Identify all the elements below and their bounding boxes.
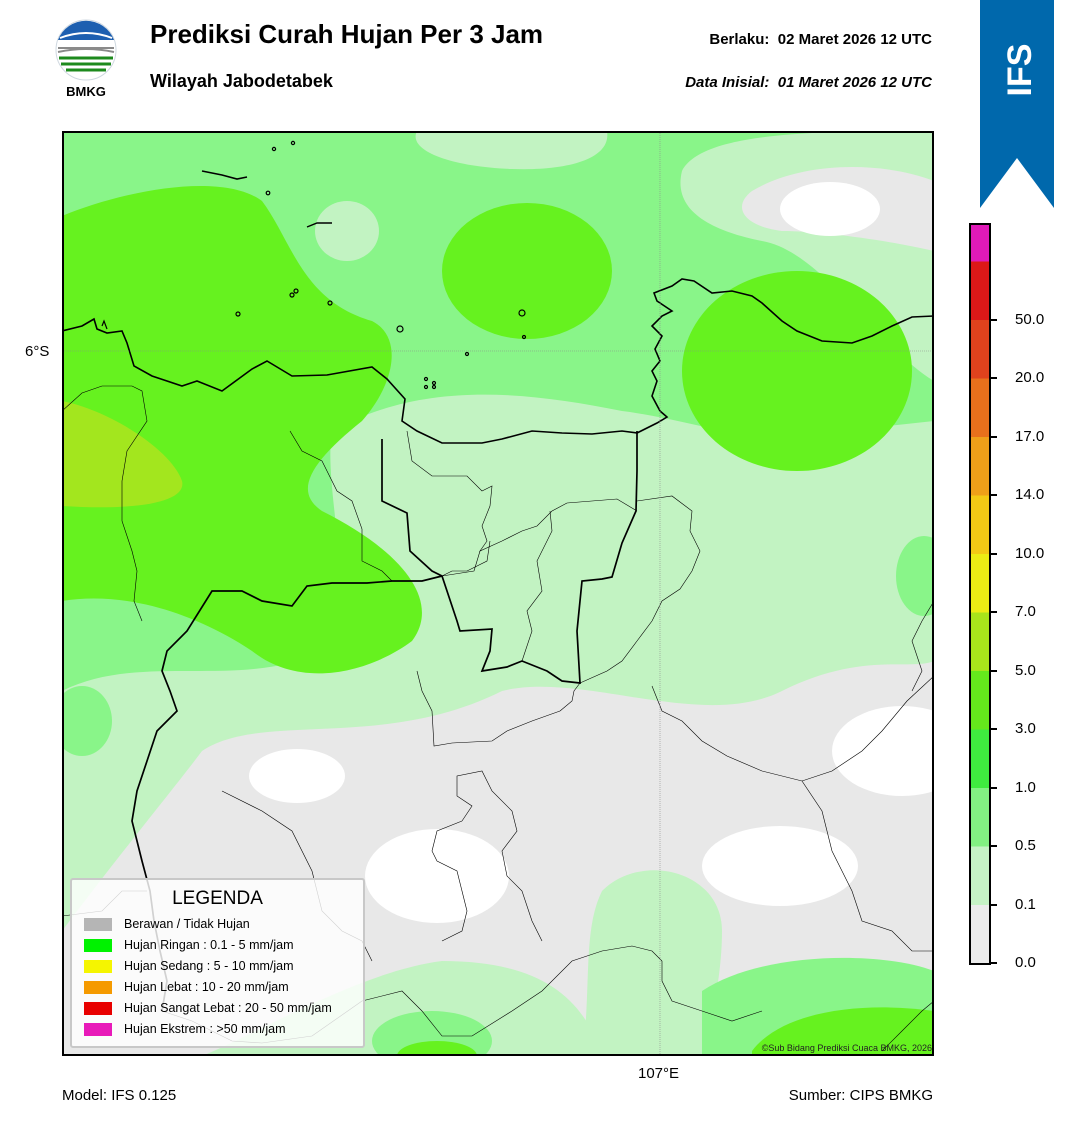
legend-label: Hujan Ringan : 0.1 - 5 mm/jam	[124, 938, 294, 952]
legend-swatch	[84, 917, 112, 931]
colorbar-segment	[969, 787, 991, 847]
colorbar-tick	[991, 318, 997, 321]
colorbar-tick	[991, 728, 997, 730]
rainfall-map	[62, 131, 934, 1056]
legend-swatch	[84, 959, 112, 973]
bmkg-logo-icon	[55, 19, 117, 81]
colorbar-segment	[969, 670, 991, 730]
colorbar-tick-label: 50.0	[1015, 310, 1045, 328]
colorbar-tick-label: 7.0	[1015, 603, 1036, 620]
page-subtitle: Wilayah Jabodetabek	[150, 71, 333, 91]
colorbar-tick	[991, 494, 997, 496]
legend-item: Hujan Sangat Lebat : 20 - 50 mm/jam	[84, 1000, 332, 1016]
field-white-5	[832, 706, 934, 796]
field-bright-east	[682, 271, 912, 471]
colorbar-segment	[969, 436, 991, 496]
legend-swatch	[84, 938, 112, 952]
legend-swatch	[84, 1001, 112, 1015]
colorbar-segment	[969, 378, 991, 437]
field-bright-west	[62, 185, 422, 674]
colorbar-tick	[991, 377, 997, 379]
field-white-2	[249, 749, 345, 803]
colorbar-tick-label: 0.5	[1015, 837, 1036, 854]
field-white-3	[365, 829, 509, 923]
colorbar-tick	[991, 611, 997, 613]
legend-item: Hujan Lebat : 10 - 20 mm/jam	[84, 979, 289, 995]
island-2	[306, 222, 332, 228]
valid-time: Berlaku: 02 Maret 2026 12 UTC	[709, 31, 932, 48]
field-mid-green-w	[62, 686, 112, 756]
colorbar-tick-label: 1.0	[1015, 778, 1036, 796]
source-text: Sumber: CIPS BMKG	[788, 1087, 933, 1104]
colorbar-segment	[969, 495, 991, 554]
legend-label: Hujan Lebat : 10 - 20 mm/jam	[124, 980, 289, 994]
legend-swatch	[84, 1022, 112, 1036]
copyright-text: ©Sub Bidang Prediksi Cuaca BMKG, 2026	[761, 1043, 932, 1053]
latitude-label: 6°S	[25, 343, 50, 360]
colorbar-segment	[969, 225, 991, 262]
colorbar-tick	[991, 845, 997, 847]
init-label: Data Inisial:	[685, 74, 770, 91]
colorbar-tick	[991, 669, 997, 672]
valid-value: 02 Maret 2026 12 UTC	[777, 31, 932, 48]
legend-title: LEGENDA	[172, 888, 263, 909]
field-yellow-green	[62, 401, 183, 508]
colorbar-tick-label: 3.0	[1015, 720, 1036, 737]
field-white-1	[780, 182, 880, 236]
colorbar	[969, 223, 991, 965]
colorbar-tick	[991, 962, 997, 964]
legend-item: Berawan / Tidak Hujan	[84, 916, 250, 932]
colorbar-tick-label: 20.0	[1015, 369, 1045, 386]
legend-label: Berawan / Tidak Hujan	[124, 917, 250, 931]
colorbar-segment	[969, 553, 991, 613]
page-title: Prediksi Curah Hujan Per 3 Jam	[150, 19, 544, 49]
colorbar-segment	[969, 261, 991, 320]
legend-item: Hujan Ringan : 0.1 - 5 mm/jam	[84, 937, 294, 953]
valid-label: Berlaku:	[709, 31, 770, 48]
ribbon-text: IFS	[1001, 44, 1039, 97]
field-bright-sw	[397, 1041, 477, 1056]
legend: LEGENDA Berawan / Tidak Hujan Hujan Ring…	[70, 878, 365, 1048]
legend-item: Hujan Ekstrem : >50 mm/jam	[84, 1021, 286, 1037]
colorbar-tick-label: 17.0	[1015, 427, 1045, 445]
colorbar-tick-label: 14.0	[1015, 486, 1045, 503]
colorbar-tick	[991, 903, 997, 906]
legend-label: Hujan Ekstrem : >50 mm/jam	[124, 1022, 286, 1036]
field-green-south	[582, 870, 722, 1056]
colorbar-tick	[991, 786, 997, 789]
model-text: Model: IFS 0.125	[62, 1087, 177, 1104]
colorbar-tick-label: 5.0	[1015, 661, 1036, 679]
field-pale-top-mid	[415, 131, 608, 170]
colorbar-segment	[969, 846, 991, 905]
coastline	[62, 278, 934, 444]
island-1	[201, 170, 248, 180]
colorbar-segment	[969, 319, 991, 379]
legend-label: Hujan Sedang : 5 - 10 mm/jam	[124, 959, 294, 973]
colorbar-segment	[969, 904, 991, 964]
field-mid-green-e	[896, 536, 934, 616]
colorbar-tick-label: 10.0	[1015, 544, 1045, 562]
colorbar-tick	[991, 552, 997, 555]
logo-text: BMKG	[66, 84, 106, 99]
colorbar-segment	[969, 612, 991, 671]
legend-item: Hujan Sedang : 5 - 10 mm/jam	[84, 958, 294, 974]
field-white-4	[702, 826, 858, 906]
colorbar-tick-label: 0.1	[1015, 895, 1036, 913]
ifs-ribbon: IFS	[980, 0, 1054, 208]
legend-swatch	[84, 980, 112, 994]
legend-label: Hujan Sangat Lebat : 20 - 50 mm/jam	[124, 1001, 332, 1015]
field-pale-island	[315, 201, 379, 261]
field-bright-se	[752, 1007, 934, 1056]
colorbar-segment	[969, 729, 991, 788]
longitude-label: 107°E	[638, 1065, 680, 1082]
init-value: 01 Maret 2026 12 UTC	[777, 74, 932, 91]
field-bright-center	[442, 203, 612, 339]
colorbar-tick-label: 0.0	[1015, 954, 1036, 971]
init-time: Data Inisial: 01 Maret 2026 12 UTC	[685, 74, 932, 91]
colorbar-tick	[991, 435, 997, 438]
